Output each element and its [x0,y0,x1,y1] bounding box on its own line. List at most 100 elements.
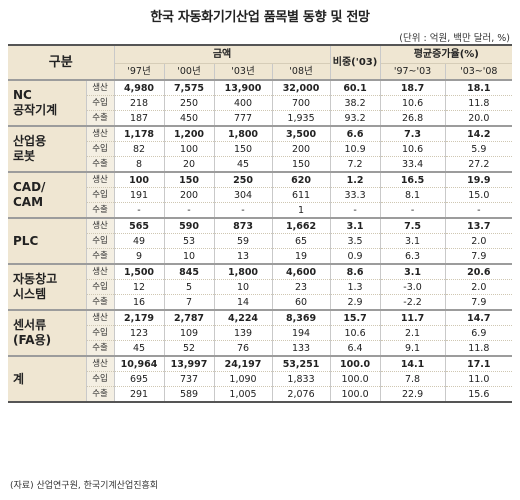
value-cell: 1,800 [213,263,273,280]
value-cell: 53 [163,233,215,249]
value-cell: 18.1 [444,79,513,96]
value-cell: 9 [113,248,165,264]
table-row: 수입 49 53 59 65 3.5 3.1 2.0 [8,233,513,249]
value-cell: 737 [163,371,215,387]
category-cell: PLC [8,217,86,264]
value-cell: 16 [113,294,165,310]
value-cell: 45 [213,156,273,172]
value-cell: 2.0 [444,233,513,249]
value-cell: 15.7 [329,309,381,326]
row-label: 생산 [85,355,115,372]
table-row: 수입 123 109 139 194 10.6 2.1 6.9 [8,325,513,341]
value-cell: 24,197 [213,355,273,372]
value-cell: 873 [213,217,273,234]
value-cell: 65 [271,233,331,249]
category-cell: CAD/ CAM [8,171,86,218]
row-label: 수출 [85,294,115,310]
value-cell: - [379,202,446,218]
table-row: 수출 187 450 777 1,935 93.2 26.8 20.0 [8,110,513,126]
value-cell: 60.1 [329,79,381,96]
value-cell: 4,600 [271,263,331,280]
row-label: 수입 [85,95,115,111]
value-cell: 7.2 [329,156,381,172]
value-cell: 22.9 [379,386,446,402]
table-row: CAD/ CAM 생산 100 150 250 620 1.2 16.5 19.9 [8,171,513,218]
row-label: 생산 [85,171,115,188]
value-cell: 191 [113,187,165,203]
value-cell: 49 [113,233,165,249]
header-growth-period: '97~'03 [379,63,446,80]
header-year: '03년 [213,63,273,80]
value-cell: 133 [271,340,331,356]
value-cell: 93.2 [329,110,381,126]
header-year: '08년 [271,63,331,80]
header-year: '97년 [113,63,165,80]
row-label: 생산 [85,125,115,142]
value-cell: 3.1 [379,233,446,249]
value-cell: 8 [113,156,165,172]
value-cell: 250 [213,171,273,188]
table-row: NC 공작기계 생산 4,980 7,575 13,900 32,000 60.1 18.7 1… [8,79,513,126]
value-cell: 14 [213,294,273,310]
value-cell: 304 [213,187,273,203]
value-cell: 7.9 [444,248,513,264]
value-cell: 10.6 [379,141,446,157]
value-cell: 11.0 [444,371,513,387]
value-cell: 150 [271,156,331,172]
value-cell: 187 [113,110,165,126]
value-cell: 1.2 [329,171,381,188]
value-cell: 150 [163,171,215,188]
data-table: 구분 금액 비중('03) 평균증가율(%) '97년 '00년 '03년 '0… [8,44,513,403]
value-cell: 32,000 [271,79,331,96]
value-cell: 250 [163,95,215,111]
value-cell: 2,787 [163,309,215,326]
value-cell: 2.1 [379,325,446,341]
value-cell: 7,575 [163,79,215,96]
value-cell: 218 [113,95,165,111]
value-cell: 695 [113,371,165,387]
value-cell: 10.9 [329,141,381,157]
source-note: (자료) 산업연구원, 한국기계산업진흥회 [10,481,159,491]
value-cell: 8.1 [379,187,446,203]
value-cell: 20.0 [444,110,513,126]
row-label: 수입 [85,325,115,341]
value-cell: 589 [163,386,215,402]
value-cell: 100 [113,171,165,188]
value-cell: - [213,202,273,218]
value-cell: 33.3 [329,187,381,203]
value-cell: 2,076 [271,386,331,402]
value-cell: 123 [113,325,165,341]
value-cell: 10.6 [379,95,446,111]
value-cell: 109 [163,325,215,341]
value-cell: 1,935 [271,110,331,126]
value-cell: 53,251 [271,355,331,372]
value-cell: 100.0 [329,386,381,402]
row-label: 수출 [85,340,115,356]
value-cell: 620 [271,171,331,188]
value-cell: 5.9 [444,141,513,157]
value-cell: 9.1 [379,340,446,356]
value-cell: 14.1 [379,355,446,372]
value-cell: 8.6 [329,263,381,280]
value-cell: 100.0 [329,355,381,372]
unit-note: (단위 : 억원, 백만 달러, %) [399,33,510,44]
value-cell: 6.9 [444,325,513,341]
value-cell: 100.0 [329,371,381,387]
value-cell: 38.2 [329,95,381,111]
table-row: 산업용 로봇 생산 1,178 1,200 1,800 3,500 6.6 7.3 14.2 [8,125,513,172]
table-row: PLC 생산 565 590 873 1,662 3.1 7.5 13.7 [8,217,513,264]
value-cell: 14.2 [444,125,513,142]
value-cell: 590 [163,217,215,234]
value-cell: 33.4 [379,156,446,172]
value-cell: - [113,202,165,218]
row-label: 수출 [85,248,115,264]
value-cell: 4,224 [213,309,273,326]
value-cell: 7.3 [379,125,446,142]
category-cell: 계 [8,355,86,402]
value-cell: 13 [213,248,273,264]
row-label: 생산 [85,217,115,234]
value-cell: 6.6 [329,125,381,142]
row-label: 생산 [85,309,115,326]
value-cell: 76 [213,340,273,356]
value-cell: 19.9 [444,171,513,188]
